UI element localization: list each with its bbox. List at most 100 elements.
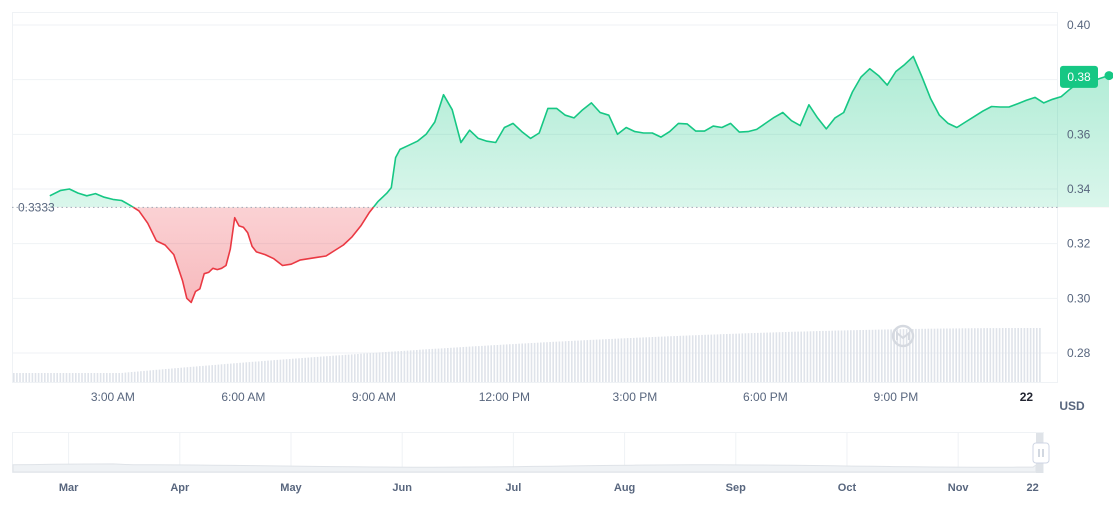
volume-bar xyxy=(130,372,133,382)
volume-bar xyxy=(673,336,675,382)
volume-bar xyxy=(877,329,880,382)
volume-bar xyxy=(226,363,229,382)
volume-bar xyxy=(422,349,424,382)
volume-bar xyxy=(583,340,585,382)
volume-bar xyxy=(450,347,452,382)
price-line-above[interactable] xyxy=(49,55,1110,302)
volume-bar xyxy=(949,328,951,382)
volume-bar xyxy=(602,339,604,382)
volume-bar xyxy=(164,369,167,382)
volume-bar xyxy=(347,354,350,382)
volume-bar xyxy=(186,367,189,382)
volume-bar xyxy=(174,368,176,382)
volume-bar xyxy=(344,354,347,382)
price-area-fill xyxy=(49,56,1109,303)
navigator-label: Apr xyxy=(170,482,190,494)
x-tick-label: 3:00 AM xyxy=(91,390,135,404)
volume-bar xyxy=(791,331,793,382)
volume-bar xyxy=(992,328,995,382)
volume-bar xyxy=(115,373,117,382)
volume-bar xyxy=(335,355,337,382)
volume-bar xyxy=(806,331,809,382)
volume-bar xyxy=(65,373,68,382)
volume-bar xyxy=(766,332,768,382)
volume-bar xyxy=(812,331,815,382)
volume-bar xyxy=(208,365,210,382)
volume-bar xyxy=(127,372,130,382)
navigator-label: Oct xyxy=(838,482,857,494)
volume-bar xyxy=(310,357,313,382)
volume-bar xyxy=(865,329,868,382)
last-price-dot xyxy=(1104,71,1113,81)
volume-bar xyxy=(856,330,858,382)
grip-lines-icon xyxy=(1038,449,1044,457)
volume-bar xyxy=(257,361,260,382)
navigator-label: May xyxy=(280,482,302,494)
volume-bar xyxy=(825,330,827,382)
volume-bar xyxy=(955,328,957,382)
volume-bar xyxy=(819,331,821,382)
volume-bar xyxy=(918,328,920,382)
volume-bar xyxy=(933,328,936,382)
volume-bar xyxy=(363,353,365,382)
volume-bar xyxy=(189,366,192,382)
volume-bar xyxy=(809,331,812,382)
volume-bar xyxy=(775,332,778,382)
price-line[interactable] xyxy=(49,55,1110,304)
volume-bar xyxy=(642,337,644,382)
volume-bar xyxy=(881,329,883,382)
volume-bar xyxy=(59,373,62,382)
volume-bar xyxy=(338,355,341,382)
volume-bar xyxy=(254,361,257,382)
price-line-below[interactable] xyxy=(50,56,1109,304)
volume-bar xyxy=(1032,328,1035,382)
volume-bar xyxy=(515,343,517,382)
volume-bar xyxy=(850,330,852,382)
volume-bar xyxy=(28,373,31,382)
volume-bar xyxy=(319,356,322,382)
volume-bar xyxy=(540,342,542,382)
volume-bar xyxy=(586,340,589,382)
volume-bar xyxy=(555,341,558,382)
volume-bar xyxy=(102,373,105,382)
volume-bar xyxy=(323,356,325,382)
volume-bar xyxy=(716,334,719,382)
navigator-handle[interactable] xyxy=(1032,442,1050,464)
volume-bar xyxy=(936,328,939,382)
volume-bar xyxy=(605,339,607,382)
volume-bar xyxy=(99,373,102,382)
range-navigator[interactable]: Mar Apr May Jun Jul Aug Sep Oct Nov 22 xyxy=(12,432,1050,495)
volume-bar xyxy=(831,330,833,382)
volume-bar xyxy=(977,328,979,382)
volume-bar xyxy=(121,372,124,382)
last-price-label: 0.38 xyxy=(1067,70,1091,84)
volume-bar xyxy=(214,364,217,382)
volume-bar xyxy=(267,360,269,382)
navigator-label: Jun xyxy=(392,482,412,494)
baseline-label: 0.3333 xyxy=(18,200,55,214)
volume-bar xyxy=(251,361,254,382)
volume-bar xyxy=(1017,328,1019,382)
volume-bar xyxy=(629,338,632,382)
volume-bar xyxy=(183,367,186,382)
volume-bar xyxy=(636,337,638,382)
volume-bar xyxy=(56,373,58,382)
volume-bar xyxy=(137,371,139,382)
volume-bar xyxy=(313,357,316,382)
volume-bar xyxy=(326,356,328,382)
volume-bar xyxy=(220,364,223,382)
volume-bar xyxy=(192,366,195,382)
volume-bar xyxy=(22,373,24,382)
volume-bar xyxy=(31,373,34,382)
volume-bar xyxy=(691,335,694,382)
volume-bar xyxy=(862,330,864,382)
volume-bar xyxy=(998,328,1001,382)
volume-bar xyxy=(152,370,155,382)
volume-bar xyxy=(983,328,985,382)
volume-bar xyxy=(698,335,700,382)
volume-bar xyxy=(536,342,539,382)
volume-bar xyxy=(788,331,790,382)
volume-bar xyxy=(375,352,378,382)
